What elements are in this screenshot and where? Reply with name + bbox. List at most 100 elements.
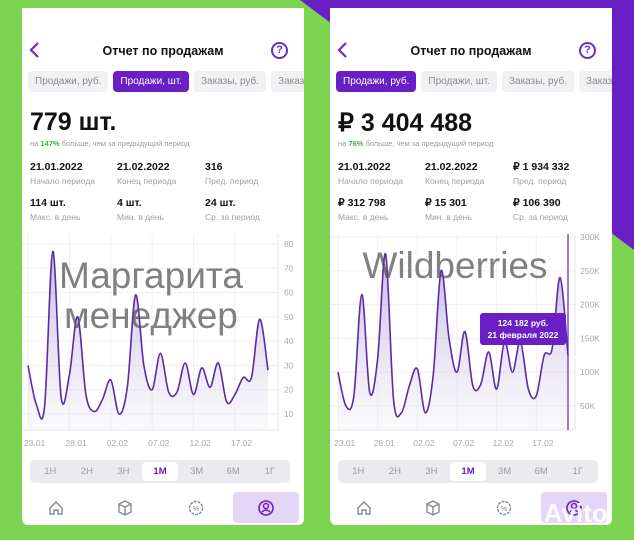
data-point[interactable] xyxy=(360,292,364,296)
data-point[interactable] xyxy=(407,384,411,388)
tab-metric[interactable]: Заказы, шт. xyxy=(579,71,612,92)
period-option[interactable]: 1Г xyxy=(572,466,583,477)
data-point[interactable] xyxy=(455,370,459,374)
data-point[interactable] xyxy=(34,402,38,406)
period-option[interactable]: 1Н xyxy=(44,466,57,477)
data-point[interactable] xyxy=(558,276,562,280)
period-option[interactable]: 3Н xyxy=(117,466,130,477)
data-point[interactable] xyxy=(233,393,237,397)
data-point[interactable] xyxy=(415,367,419,371)
data-point[interactable] xyxy=(109,378,113,382)
y-tick-label: 40 xyxy=(284,336,294,346)
stat-value: 316 xyxy=(205,161,223,173)
data-point[interactable] xyxy=(266,368,270,372)
data-point[interactable] xyxy=(142,363,146,367)
sales-chart[interactable]: 50K 100K 150K 200K 250K 300K 23.01 28.01 02.02 07… xyxy=(330,234,612,460)
data-point[interactable] xyxy=(495,387,499,391)
data-point[interactable] xyxy=(167,390,171,394)
nav-discount[interactable]: % xyxy=(471,492,537,523)
data-point[interactable] xyxy=(67,373,71,377)
nav-home[interactable] xyxy=(23,492,89,523)
sales-chart[interactable]: 10 20 30 40 50 60 70 80 23.01 28.01 02.02 07.02 12.0… xyxy=(22,234,304,460)
data-point[interactable] xyxy=(463,330,467,334)
help-icon[interactable]: ? xyxy=(271,42,288,59)
period-option[interactable]: 3М xyxy=(190,466,204,477)
tab-metric[interactable]: Заказы, руб. xyxy=(501,71,575,92)
data-point[interactable] xyxy=(216,361,220,365)
data-point[interactable] xyxy=(241,376,245,380)
back-chevron-icon[interactable] xyxy=(336,41,350,59)
nav-profile[interactable] xyxy=(233,492,299,523)
data-point[interactable] xyxy=(542,353,546,357)
data-point[interactable] xyxy=(447,336,451,340)
data-point[interactable] xyxy=(526,387,530,391)
nav-box[interactable] xyxy=(92,492,158,523)
home-icon xyxy=(49,500,63,515)
data-point[interactable] xyxy=(117,412,121,416)
data-point[interactable] xyxy=(439,269,443,273)
period-option[interactable]: 2Н xyxy=(388,466,401,477)
period-option[interactable]: 2Н xyxy=(80,466,93,477)
tab-metric[interactable]: Продажи, шт. xyxy=(113,71,189,92)
period-option[interactable]: 1Н xyxy=(352,466,365,477)
nav-profile[interactable] xyxy=(541,492,607,523)
data-point[interactable] xyxy=(92,410,96,414)
period-option[interactable]: 6М xyxy=(534,466,548,477)
back-chevron-icon[interactable] xyxy=(28,41,42,59)
period-option[interactable]: 1Г xyxy=(264,466,275,477)
data-point[interactable] xyxy=(471,384,475,388)
data-point[interactable] xyxy=(208,385,212,389)
data-point[interactable] xyxy=(84,393,88,397)
period-option[interactable]: 3Н xyxy=(425,466,438,477)
data-point[interactable] xyxy=(479,382,483,386)
data-point[interactable] xyxy=(134,293,138,297)
data-point[interactable] xyxy=(225,400,229,404)
data-point[interactable] xyxy=(534,394,538,398)
data-point[interactable] xyxy=(510,370,514,374)
data-point[interactable] xyxy=(352,394,356,398)
data-point[interactable] xyxy=(423,411,427,415)
data-point[interactable] xyxy=(158,351,162,355)
data-point[interactable] xyxy=(258,317,262,321)
data-point[interactable] xyxy=(392,397,396,401)
data-point[interactable] xyxy=(192,393,196,397)
data-point[interactable] xyxy=(384,252,388,256)
period-option[interactable]: 6М xyxy=(226,466,240,477)
help-icon[interactable]: ? xyxy=(579,42,596,59)
data-point[interactable] xyxy=(183,361,187,365)
data-point[interactable] xyxy=(249,376,253,380)
data-point[interactable] xyxy=(487,350,491,354)
data-point[interactable] xyxy=(100,397,104,401)
nav-discount[interactable]: % xyxy=(163,492,229,523)
data-point[interactable] xyxy=(125,385,129,389)
data-point[interactable] xyxy=(344,404,348,408)
data-point[interactable] xyxy=(175,390,179,394)
data-point[interactable] xyxy=(376,357,380,361)
period-option[interactable]: 1М xyxy=(141,462,179,481)
data-point[interactable] xyxy=(399,411,403,415)
tab-metric[interactable]: Продажи, шт. xyxy=(421,71,497,92)
nav-box[interactable] xyxy=(400,492,466,523)
stat-value: 21.01.2022 xyxy=(30,161,83,173)
data-point[interactable] xyxy=(43,405,47,409)
tab-metric[interactable]: Заказы, шт. xyxy=(271,71,304,92)
tab-metric[interactable]: Заказы, руб. xyxy=(193,71,267,92)
data-point[interactable] xyxy=(26,363,30,367)
x-tick-label: 07.02 xyxy=(453,438,475,448)
data-point[interactable] xyxy=(51,249,55,253)
data-point[interactable] xyxy=(200,366,204,370)
data-point[interactable] xyxy=(368,390,372,394)
period-option[interactable]: 3М xyxy=(498,466,512,477)
svg-text:%: % xyxy=(193,506,199,513)
tab-metric[interactable]: Продажи, руб. xyxy=(336,71,417,92)
tab-metric[interactable]: Продажи, руб. xyxy=(28,71,109,92)
data-point[interactable] xyxy=(150,388,154,392)
nav-home[interactable] xyxy=(331,492,397,523)
data-point[interactable] xyxy=(76,315,80,319)
data-point[interactable] xyxy=(336,370,340,374)
data-point[interactable] xyxy=(431,374,435,378)
data-point[interactable] xyxy=(550,347,554,351)
data-point[interactable] xyxy=(59,395,63,399)
period-option[interactable]: 1М xyxy=(449,462,487,481)
profile-icon xyxy=(258,499,274,516)
